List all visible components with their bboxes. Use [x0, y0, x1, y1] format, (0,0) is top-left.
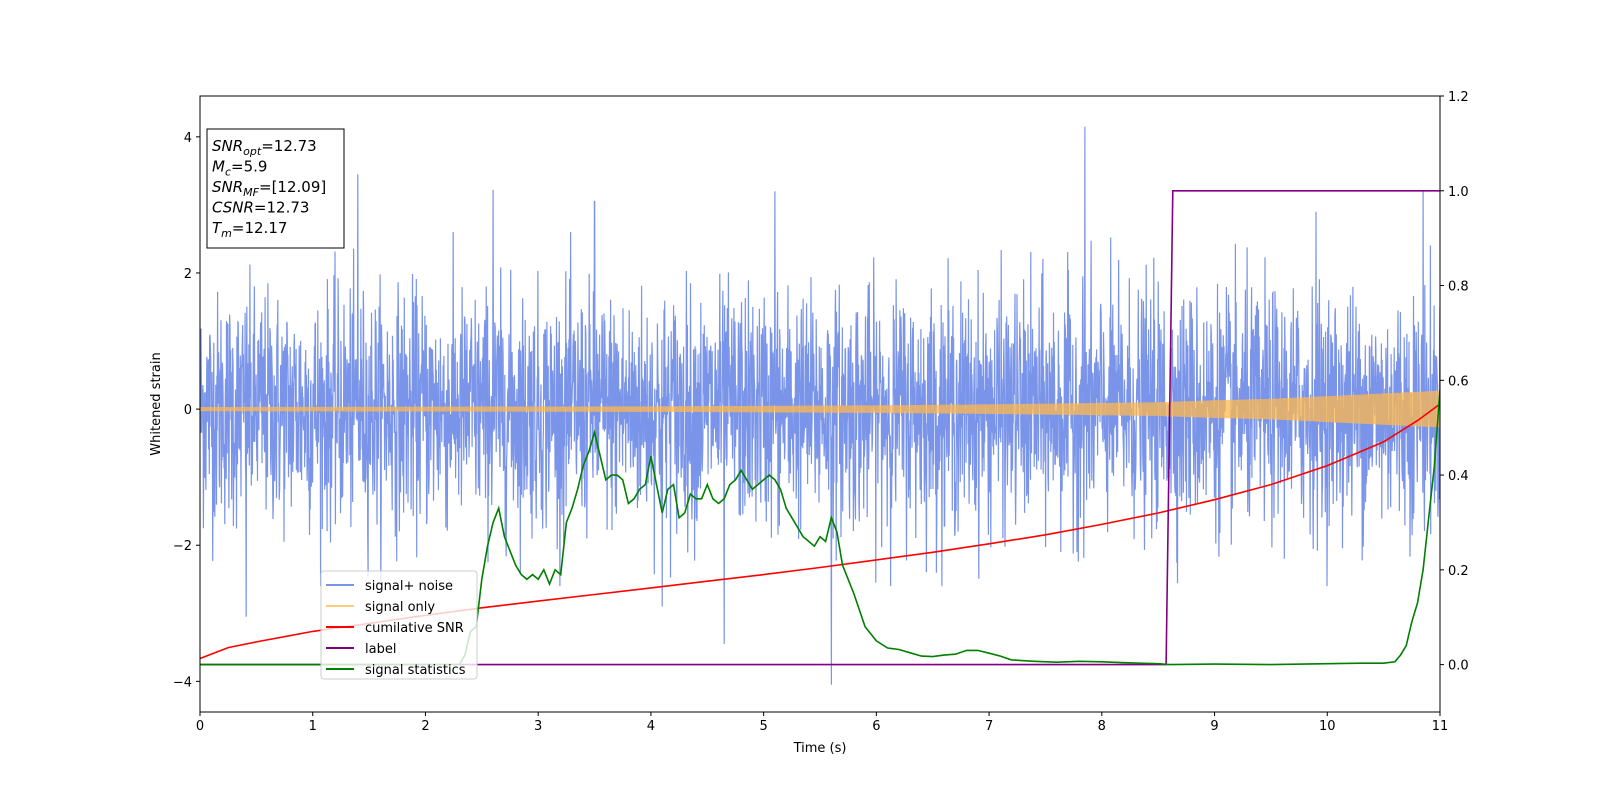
x-tick-label: 8 — [1098, 719, 1106, 734]
x-tick-label: 5 — [759, 719, 767, 734]
x-tick-label: 6 — [872, 719, 880, 734]
series-label — [200, 190, 1440, 666]
y-tick-label: 4 — [184, 131, 192, 146]
y2-tick-label: 1.2 — [1448, 90, 1469, 105]
y-axis-label: Whitened strain — [149, 352, 164, 455]
legend: signal+ noise signal only cumilative SNR la… — [320, 570, 478, 680]
series-signal-statistics — [200, 389, 1440, 666]
legend-signal-only-text: signal only — [365, 600, 435, 615]
x-tick-label: 1 — [309, 719, 317, 734]
y2-tick-label: 0.8 — [1448, 280, 1469, 295]
tick-marks — [196, 95, 1444, 716]
series-signal-noise — [200, 126, 1440, 685]
legend-signal-noise-text: signal+ noise — [365, 579, 453, 594]
y-tick-label: −4 — [173, 675, 192, 690]
y2-tick-label: 0.2 — [1448, 564, 1469, 579]
annotation-line: CSNR=12.73 — [212, 199, 309, 217]
legend-frame — [320, 570, 478, 680]
y-tick-label: −2 — [173, 539, 192, 554]
x-tick-label: 4 — [647, 719, 655, 734]
legend-label-text: label — [365, 642, 396, 657]
axes-frame — [199, 95, 1441, 713]
x-tick-label: 2 — [421, 719, 429, 734]
y2-tick-label: 0.0 — [1448, 659, 1469, 674]
x-tick-label: 11 — [1432, 719, 1449, 734]
legend-cumulative-snr-text: cumilative SNR — [365, 621, 464, 636]
x-tick-label: 3 — [534, 719, 542, 734]
x-tick-label: 7 — [985, 719, 993, 734]
x-tick-label: 9 — [1210, 719, 1218, 734]
snr-annotation-box: SNRopt=12.73Mc=5.9SNRMF=[12.09]CSNR=12.7… — [206, 128, 345, 249]
series-signal-only — [200, 390, 1440, 428]
annotation-line: SNRopt=12.73 — [212, 137, 317, 158]
y2-tick-label: 0.4 — [1448, 469, 1469, 484]
annotation-line: Tm=12.17 — [212, 219, 287, 240]
annotation-line: Mc=5.9 — [212, 158, 267, 179]
y2-tick-label: 1.0 — [1448, 185, 1469, 200]
x-tick-label: 0 — [196, 719, 204, 734]
annotation-line: SNRMF=[12.09] — [212, 178, 326, 199]
y2-tick-label: 0.6 — [1448, 374, 1469, 389]
y-tick-label: 2 — [184, 267, 192, 282]
annotation-frame — [206, 128, 345, 249]
legend-signal-statistics-text: signal statistics — [365, 663, 466, 678]
y-tick-label: 0 — [184, 403, 192, 418]
x-tick-label: 10 — [1319, 719, 1336, 734]
x-axis-label: Time (s) — [793, 741, 847, 756]
